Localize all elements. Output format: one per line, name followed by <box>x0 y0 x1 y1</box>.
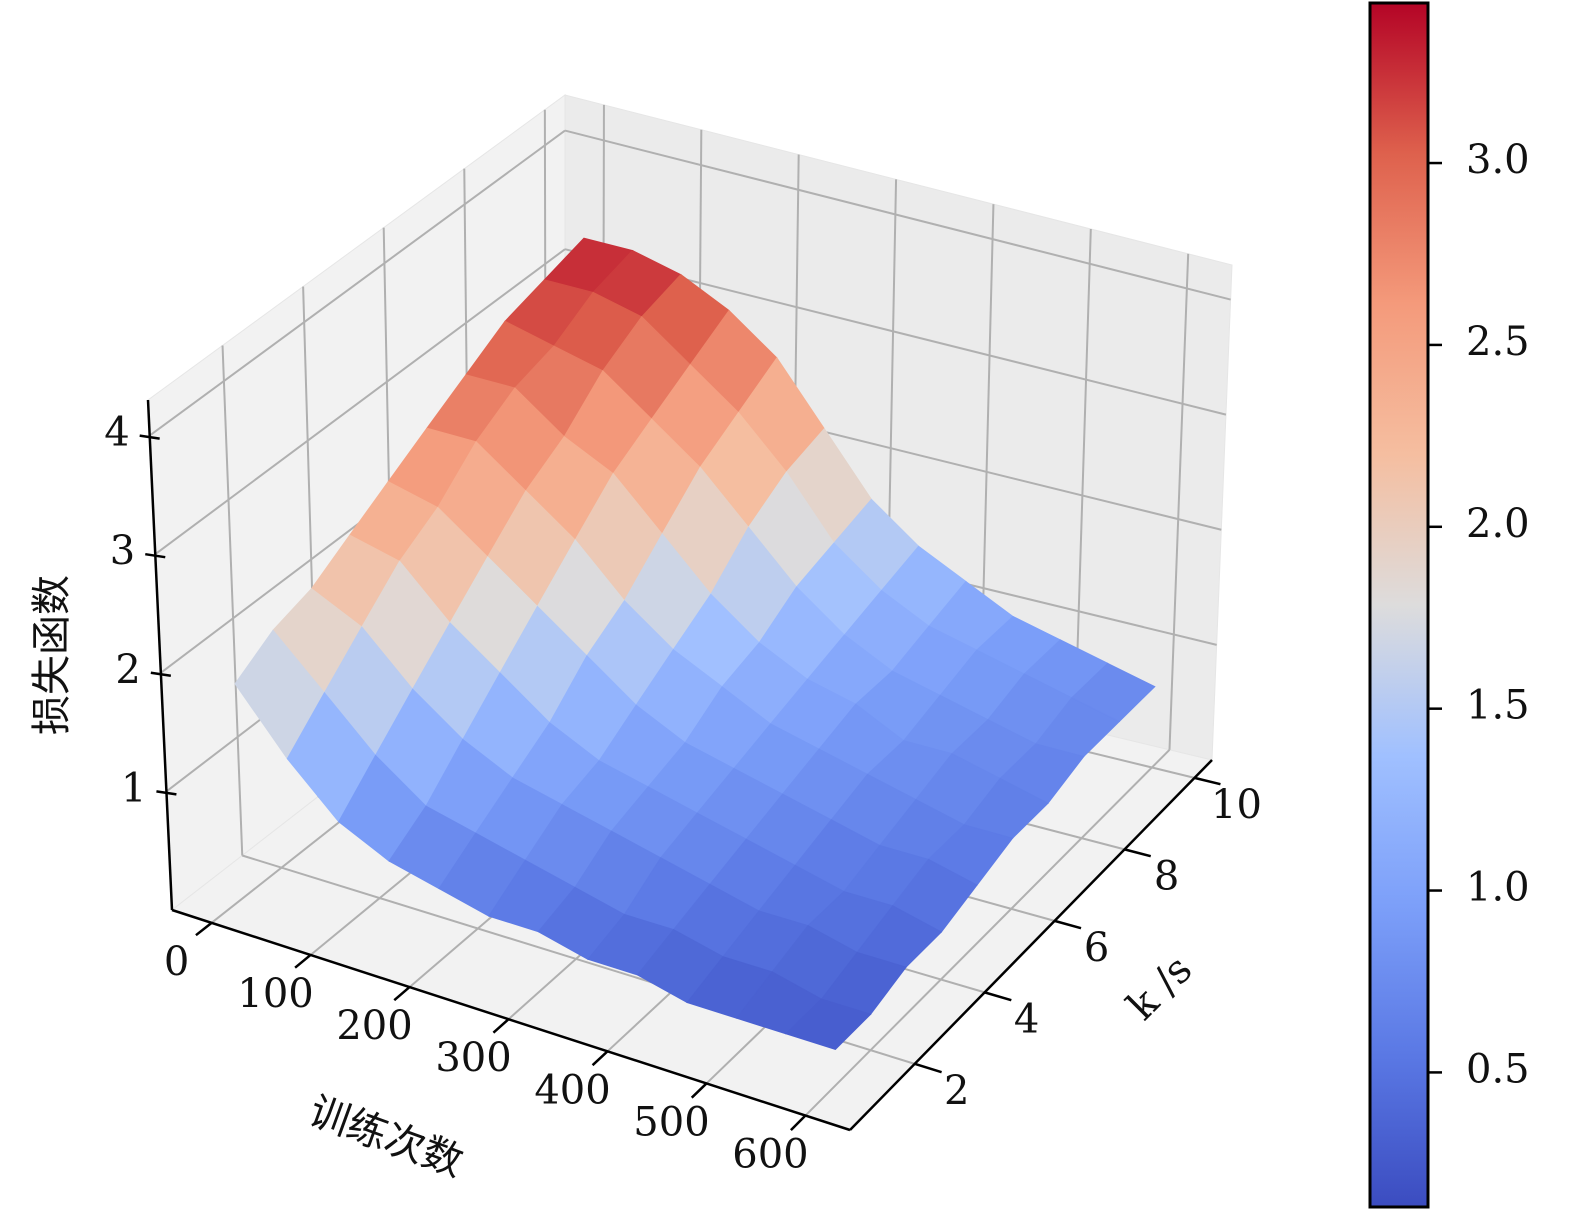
grid-line <box>564 129 1231 301</box>
z-axis-line <box>146 399 174 911</box>
x-tick <box>492 1018 510 1034</box>
surface-cell <box>784 998 872 1050</box>
y-tick <box>914 1062 942 1074</box>
colorbar-tick-label: 0.5 <box>1466 1046 1530 1092</box>
x-tick-label: 500 <box>633 1099 709 1145</box>
y-tick <box>1124 848 1152 858</box>
y-tick <box>1194 776 1221 786</box>
x-tick-label: 400 <box>534 1067 610 1113</box>
x-tick-label: 0 <box>164 939 189 985</box>
y-axis-label: k /s <box>1119 947 1202 1030</box>
x-tick <box>294 953 312 969</box>
x-tick <box>591 1050 609 1067</box>
x-tick <box>790 1114 807 1132</box>
grid-line <box>804 749 1171 1117</box>
y-tick-label: 8 <box>1154 853 1179 899</box>
grid-line <box>1074 228 1092 728</box>
z-tick-label: 4 <box>104 410 129 456</box>
grid-line <box>149 129 566 437</box>
y-axis-line <box>849 759 1213 1131</box>
x-tick <box>690 1082 708 1099</box>
x-tick <box>195 921 213 937</box>
colorbar-tick-label: 2.5 <box>1466 319 1530 365</box>
y-tick-label: 4 <box>1014 996 1039 1042</box>
colorbar-tick-label: 1.5 <box>1466 683 1530 729</box>
x-tick <box>393 986 411 1002</box>
x-tick-label: 100 <box>237 971 313 1017</box>
y-tick-label: 6 <box>1084 925 1109 971</box>
x-axis-label: 训练次数 <box>303 1088 469 1186</box>
x-tick-label: 300 <box>435 1035 511 1081</box>
x-tick-label: 600 <box>732 1132 808 1178</box>
grid-line <box>1168 253 1190 750</box>
x-tick-label: 200 <box>336 1003 412 1049</box>
colorbar <box>1368 1 1430 1209</box>
colorbar-tick-label: 2.0 <box>1466 501 1530 547</box>
grid-line <box>221 345 244 856</box>
y-tick <box>984 991 1012 1002</box>
z-tick-label: 2 <box>115 647 140 693</box>
z-axis-label: 损失函数 <box>29 575 75 735</box>
y-tick <box>1054 919 1082 930</box>
colorbar-tick-label: 1.0 <box>1466 865 1530 911</box>
z-tick-label: 1 <box>121 765 146 811</box>
y-tick-label: 10 <box>1211 782 1262 828</box>
x-axis-line <box>171 908 851 1132</box>
grid-line <box>154 248 566 555</box>
y-tick-label: 2 <box>944 1068 969 1114</box>
z-tick-label: 3 <box>110 528 135 574</box>
colorbar-tick-label: 3.0 <box>1466 137 1530 183</box>
